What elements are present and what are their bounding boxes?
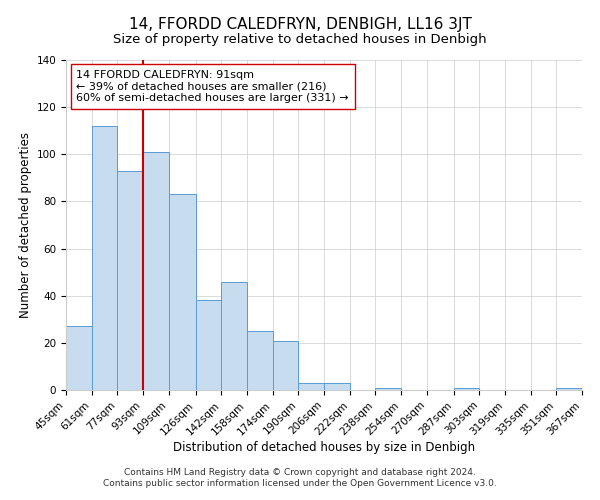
Bar bbox=[143, 152, 169, 390]
Text: 14 FFORDD CALEDFRYN: 91sqm
← 39% of detached houses are smaller (216)
60% of sem: 14 FFORDD CALEDFRYN: 91sqm ← 39% of deta… bbox=[76, 70, 349, 103]
Bar bbox=[196, 300, 221, 390]
Bar bbox=[375, 388, 401, 390]
Text: Contains HM Land Registry data © Crown copyright and database right 2024.
Contai: Contains HM Land Registry data © Crown c… bbox=[103, 468, 497, 487]
Bar bbox=[221, 282, 247, 390]
Y-axis label: Number of detached properties: Number of detached properties bbox=[19, 132, 32, 318]
Bar bbox=[324, 383, 350, 390]
Text: 14, FFORDD CALEDFRYN, DENBIGH, LL16 3JT: 14, FFORDD CALEDFRYN, DENBIGH, LL16 3JT bbox=[128, 18, 472, 32]
Bar bbox=[454, 388, 479, 390]
Text: Size of property relative to detached houses in Denbigh: Size of property relative to detached ho… bbox=[113, 32, 487, 46]
Bar bbox=[169, 194, 196, 390]
Bar bbox=[92, 126, 117, 390]
Bar bbox=[556, 388, 582, 390]
Bar bbox=[66, 326, 92, 390]
Bar bbox=[298, 383, 324, 390]
X-axis label: Distribution of detached houses by size in Denbigh: Distribution of detached houses by size … bbox=[173, 440, 475, 454]
Bar bbox=[273, 340, 298, 390]
Bar bbox=[247, 331, 273, 390]
Bar bbox=[117, 171, 143, 390]
